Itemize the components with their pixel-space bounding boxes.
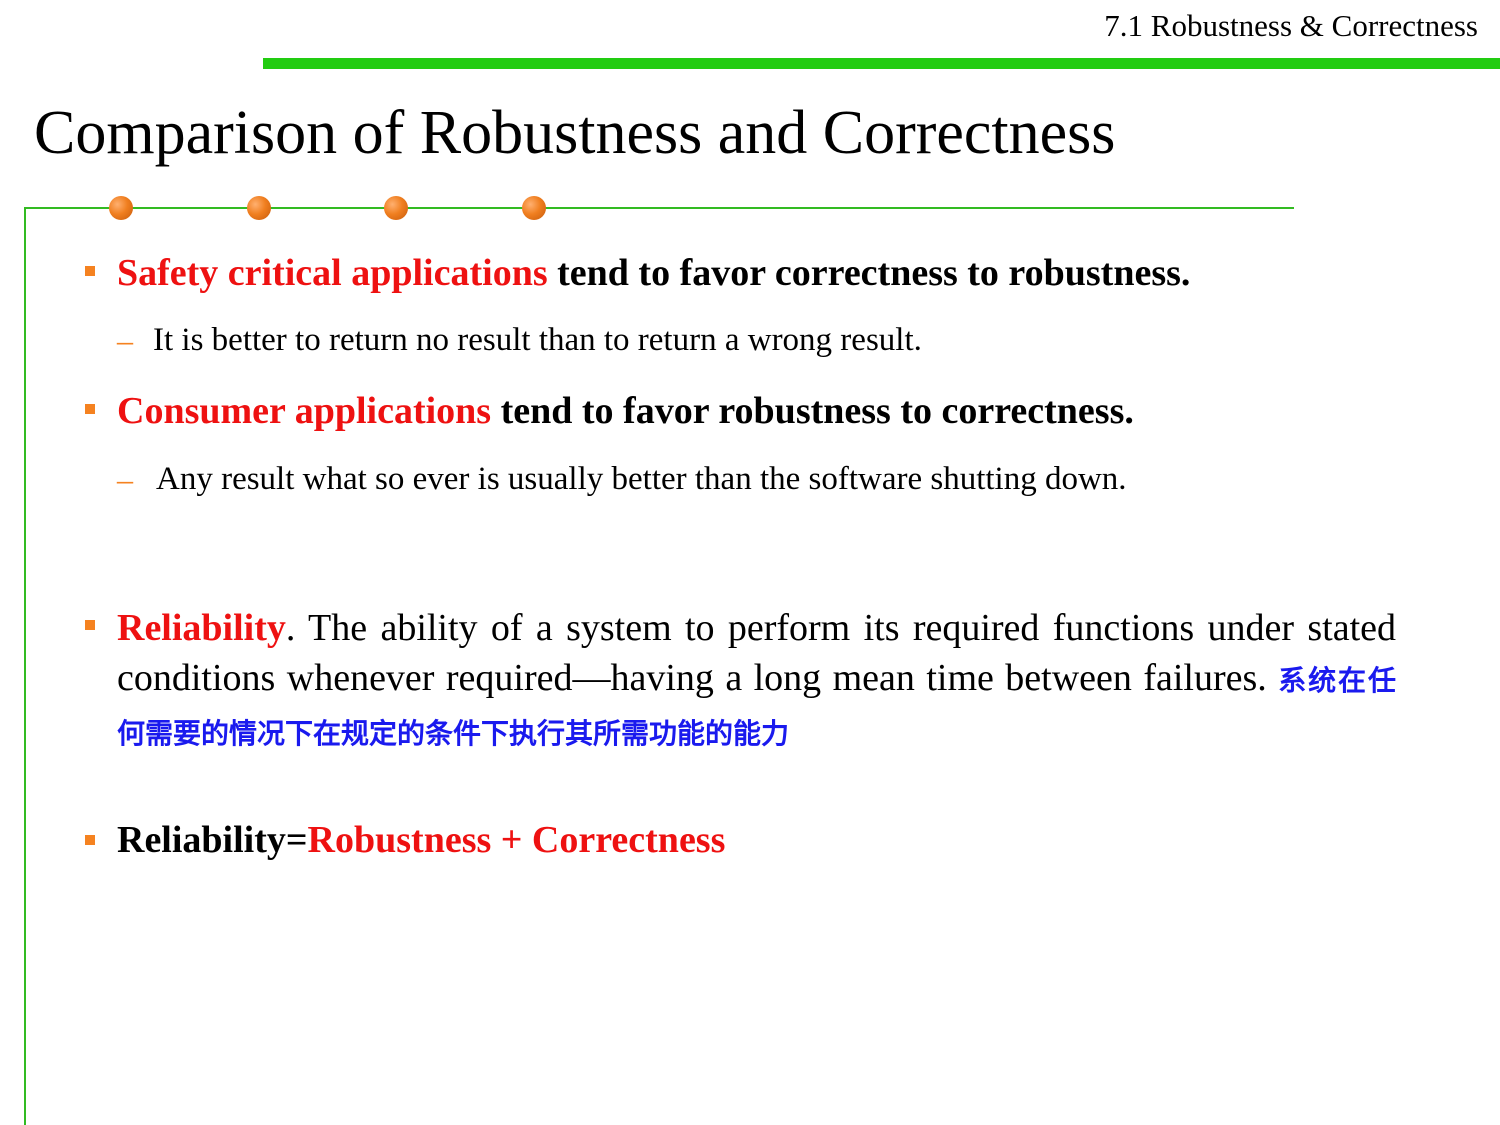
decorative-dot <box>384 196 408 220</box>
frame-left-line <box>24 207 26 1125</box>
bullet-highlight: Safety critical applications <box>117 252 548 294</box>
bullet-marker <box>85 620 95 630</box>
sub-dash: – <box>117 461 133 497</box>
decorative-dot <box>109 196 133 220</box>
section-header: 7.1 Robustness & Correctness <box>1104 8 1478 43</box>
page-title: Comparison of Robustness and Correctness <box>34 99 1116 167</box>
reliability-formula: Reliability=Robustness + Correctness <box>117 818 725 862</box>
frame-top-line <box>24 207 1294 209</box>
bullet-consumer: Consumer applications tend to favor robu… <box>117 389 1134 433</box>
reliability-term: Reliability <box>117 607 286 649</box>
bullet-highlight: Consumer applications <box>117 390 492 432</box>
decorative-dot <box>522 196 546 220</box>
formula-left: Reliability= <box>117 819 308 861</box>
reliability-definition: . The ability of a system to perform its… <box>117 607 1396 699</box>
reliability-paragraph: Reliability. The ability of a system to … <box>117 603 1396 759</box>
bullet-marker <box>85 835 95 845</box>
reliability-chinese: 系统在任何需要的情况下在规定的条件下执行其所需功能的能力 <box>117 664 1396 750</box>
decorative-dot <box>247 196 271 220</box>
sub-bullet-text: Any result what so ever is usually bette… <box>156 461 1127 497</box>
sub-bullet-text: It is better to return no result than to… <box>153 322 922 358</box>
sub-dash: – <box>117 322 133 358</box>
bullet-marker <box>85 404 95 414</box>
bullet-text: tend to favor robustness to correctness. <box>491 390 1134 432</box>
bullet-safety-critical: Safety critical applications tend to fav… <box>117 251 1190 295</box>
bullet-marker <box>85 266 95 276</box>
bullet-text: tend to favor correctness to robustness. <box>547 252 1191 294</box>
formula-right: Robustness + Correctness <box>307 819 726 861</box>
header-accent-bar <box>263 58 1500 69</box>
